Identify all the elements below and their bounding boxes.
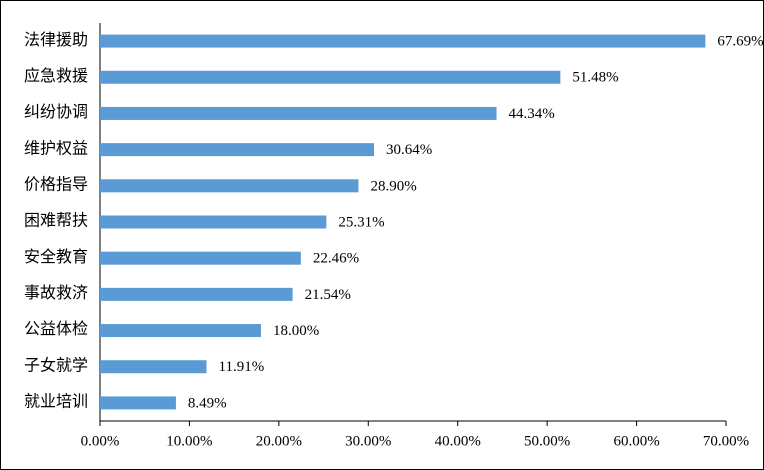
value-label: 21.54% <box>305 287 351 303</box>
bar <box>100 34 706 48</box>
x-tick-label: 50.00% <box>524 433 570 449</box>
y-tick-label: 维护权益 <box>24 139 88 157</box>
y-tick-label: 纠纷协调 <box>24 103 88 121</box>
x-tick-label: 60.00% <box>613 433 659 449</box>
bar <box>100 106 497 120</box>
value-label: 8.49% <box>188 395 227 411</box>
y-tick-label: 事故救济 <box>24 284 88 302</box>
x-tick-label: 10.00% <box>166 433 212 449</box>
value-label: 18.00% <box>273 323 319 339</box>
x-tick-label: 40.00% <box>435 433 481 449</box>
y-tick-label: 公益体检 <box>24 320 88 338</box>
y-tick-label: 子女就学 <box>24 355 88 374</box>
bar <box>100 251 301 265</box>
bar <box>100 360 207 374</box>
x-tick-label: 70.00% <box>703 433 749 449</box>
y-tick-label: 价格指导 <box>24 175 88 193</box>
bar <box>100 324 261 338</box>
x-tick-label: 20.00% <box>256 433 302 449</box>
y-tick-label: 安全教育 <box>24 248 88 266</box>
value-label: 67.69% <box>717 34 763 50</box>
bar <box>100 143 375 157</box>
bar <box>100 215 327 229</box>
y-tick-label: 困难帮扶 <box>24 212 88 230</box>
bar <box>100 287 293 301</box>
y-tick-label: 就业培训 <box>24 393 88 411</box>
bar <box>100 179 359 193</box>
value-label: 25.31% <box>338 214 384 230</box>
value-label: 51.48% <box>572 70 618 86</box>
x-tick-label: 0.00% <box>81 433 120 449</box>
value-label: 22.46% <box>313 251 359 267</box>
value-label: 44.34% <box>509 106 555 122</box>
y-tick-label: 应急救援 <box>24 66 88 85</box>
bar <box>100 396 176 410</box>
value-label: 11.91% <box>219 359 265 375</box>
value-label: 28.90% <box>370 178 416 194</box>
x-tick-label: 30.00% <box>345 433 391 449</box>
bar <box>100 70 561 84</box>
value-label: 30.64% <box>386 142 432 158</box>
y-tick-label: 法律援助 <box>24 31 88 49</box>
